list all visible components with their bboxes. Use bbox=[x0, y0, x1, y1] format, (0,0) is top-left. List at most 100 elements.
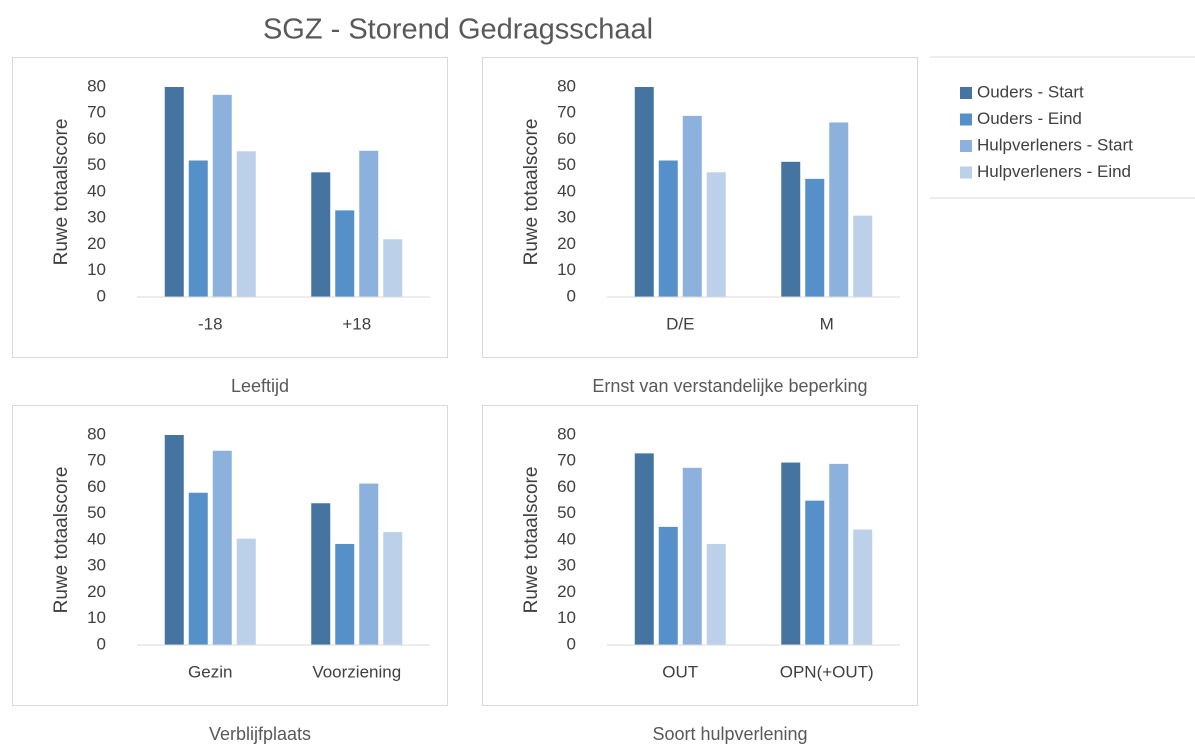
bar bbox=[706, 543, 726, 645]
bar bbox=[682, 115, 702, 297]
bar bbox=[781, 161, 801, 297]
bar bbox=[359, 483, 379, 645]
bar bbox=[383, 532, 403, 645]
legend-swatch bbox=[960, 113, 972, 126]
bar bbox=[706, 172, 726, 297]
bar bbox=[335, 210, 355, 297]
y-tick-label: 60 bbox=[557, 129, 576, 148]
legend-swatch bbox=[960, 87, 972, 99]
y-tick-label: 0 bbox=[97, 286, 106, 305]
y-tick-label: 70 bbox=[87, 103, 106, 122]
x-tick-label: OUT bbox=[662, 662, 698, 681]
x-tick-label: Gezin bbox=[188, 662, 232, 681]
y-tick-label: 70 bbox=[87, 451, 106, 470]
bar bbox=[829, 122, 849, 297]
bar bbox=[805, 500, 825, 645]
y-tick-label: 20 bbox=[557, 234, 576, 253]
bar bbox=[658, 526, 678, 645]
bar bbox=[188, 492, 208, 645]
y-tick-label: 50 bbox=[87, 155, 106, 174]
bar bbox=[236, 538, 256, 645]
x-tick-label: Voorziening bbox=[312, 662, 401, 681]
y-tick-label: 80 bbox=[87, 424, 106, 443]
legend-label: Ouders - Eind bbox=[977, 109, 1082, 128]
y-tick-label: 40 bbox=[87, 529, 106, 548]
y-tick-label: 80 bbox=[557, 76, 576, 95]
y-axis-title: Ruwe totaalscore bbox=[51, 467, 72, 614]
bar bbox=[335, 543, 355, 645]
bar bbox=[829, 463, 849, 645]
bar bbox=[383, 239, 403, 297]
y-tick-label: 30 bbox=[87, 208, 106, 227]
legend-label: Hulpverleners - Start bbox=[977, 135, 1133, 154]
y-tick-label: 30 bbox=[557, 556, 576, 575]
y-tick-label: 10 bbox=[557, 260, 576, 279]
y-tick-label: 30 bbox=[557, 208, 576, 227]
y-tick-label: 60 bbox=[557, 477, 576, 496]
legend-swatch bbox=[960, 166, 972, 179]
y-tick-label: 10 bbox=[87, 608, 106, 627]
panel-border bbox=[12, 405, 448, 706]
x-tick-label: OPN(+OUT) bbox=[780, 662, 874, 681]
y-tick-label: 70 bbox=[557, 103, 576, 122]
bar bbox=[658, 160, 678, 297]
y-tick-label: 60 bbox=[87, 129, 106, 148]
bar bbox=[359, 150, 379, 297]
bar bbox=[634, 87, 654, 297]
bar bbox=[781, 462, 801, 645]
x-axis-title: Ernst van verstandelijke beperking bbox=[592, 376, 867, 396]
y-tick-label: 50 bbox=[87, 503, 106, 522]
y-tick-label: 0 bbox=[567, 286, 576, 305]
panel-border bbox=[12, 57, 448, 358]
bar bbox=[853, 215, 873, 297]
y-axis-title: Ruwe totaalscore bbox=[51, 119, 72, 266]
x-tick-label: +18 bbox=[342, 314, 371, 333]
x-tick-label: M bbox=[820, 314, 834, 333]
y-tick-label: 20 bbox=[87, 582, 106, 601]
bar bbox=[164, 87, 184, 297]
y-tick-label: 10 bbox=[87, 260, 106, 279]
bar bbox=[682, 467, 702, 645]
bar bbox=[311, 503, 331, 645]
bar bbox=[236, 151, 256, 297]
figure-title: SGZ - Storend Gedragsschaal bbox=[263, 14, 653, 46]
y-tick-label: 20 bbox=[557, 582, 576, 601]
x-tick-label: -18 bbox=[198, 314, 223, 333]
panel: Ruwe totaalscore D/E M 0 10 20 30 40 50 60 70 80 bbox=[482, 57, 918, 358]
bar bbox=[311, 172, 331, 297]
panel-border bbox=[482, 405, 918, 706]
y-tick-label: 10 bbox=[557, 608, 576, 627]
x-axis-title: Soort hulpverlening bbox=[652, 724, 807, 744]
legend-label: Ouders - Start bbox=[977, 82, 1084, 101]
legend-label: Hulpverleners - Eind bbox=[977, 162, 1131, 181]
y-tick-label: 50 bbox=[557, 503, 576, 522]
panel: Ruwe totaalscore Gezin Voorziening 0 10 20 30 4… bbox=[12, 405, 448, 706]
y-tick-label: 60 bbox=[87, 477, 106, 496]
panel: Ruwe totaalscore -18 +18 0 10 20 30 40 50 60 70 80 bbox=[12, 57, 448, 358]
x-tick-label: D/E bbox=[666, 314, 694, 333]
y-tick-label: 70 bbox=[557, 451, 576, 470]
y-tick-label: 40 bbox=[87, 181, 106, 200]
bar bbox=[853, 529, 873, 645]
y-tick-label: 0 bbox=[567, 634, 576, 653]
panel: Ruwe totaalscore OUT OPN(+OUT) 0 10 20 30 40 50 6… bbox=[482, 405, 918, 706]
y-tick-label: 30 bbox=[87, 556, 106, 575]
x-axis-title: Verblijfplaats bbox=[209, 724, 311, 744]
panel-border bbox=[482, 57, 918, 358]
bar bbox=[188, 160, 208, 297]
y-tick-label: 80 bbox=[87, 76, 106, 95]
bar bbox=[212, 94, 232, 297]
bar bbox=[805, 178, 825, 297]
y-tick-label: 80 bbox=[557, 424, 576, 443]
y-tick-label: 40 bbox=[557, 529, 576, 548]
y-tick-label: 0 bbox=[97, 634, 106, 653]
x-axis-title: Leeftijd bbox=[231, 376, 289, 396]
y-tick-label: 40 bbox=[557, 181, 576, 200]
y-axis-title: Ruwe totaalscore bbox=[521, 467, 542, 614]
y-axis-title: Ruwe totaalscore bbox=[521, 119, 542, 266]
bar bbox=[634, 453, 654, 645]
y-tick-label: 20 bbox=[87, 234, 106, 253]
bar bbox=[164, 435, 184, 645]
